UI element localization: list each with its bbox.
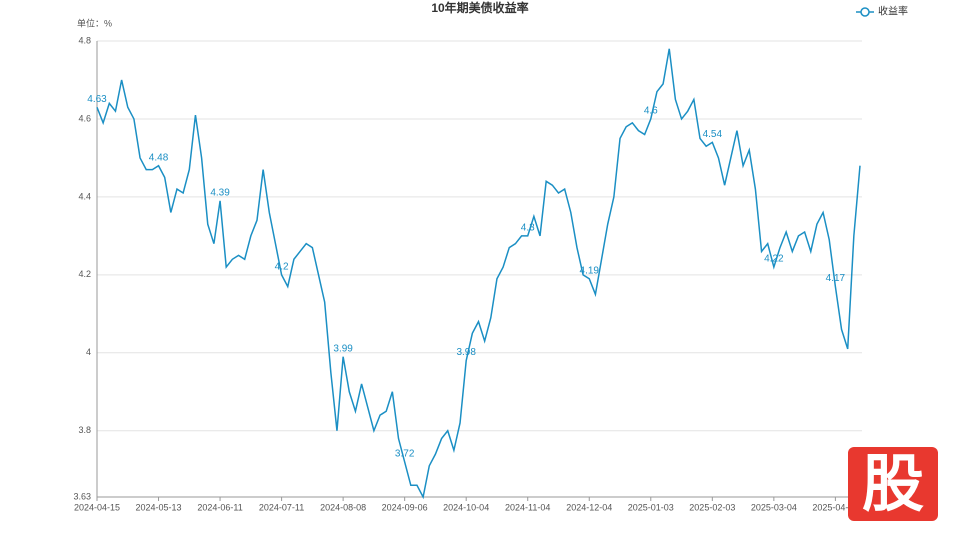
y-tick-label: 3.63 [73, 491, 91, 501]
value-label: 4.2 [275, 261, 289, 272]
x-tick-label: 2024-11-04 [505, 502, 550, 512]
chart-title: 10年期美债收益率 [431, 0, 528, 15]
value-label: 4.22 [764, 254, 784, 265]
x-tick-label: 2025-01-03 [628, 502, 674, 512]
x-tick-label: 2025-03-04 [751, 502, 797, 512]
y-tick-label: 3.8 [78, 425, 91, 435]
value-label: 3.98 [456, 347, 476, 358]
x-tick-label: 2024-08-08 [320, 502, 366, 512]
x-tick-label: 2024-05-13 [136, 502, 182, 512]
value-label: 4.48 [149, 152, 169, 163]
x-tick-label: 2024-06-11 [197, 502, 242, 512]
x-tick-label: 2024-07-11 [259, 502, 304, 512]
legend-marker [860, 7, 870, 17]
value-label: 3.99 [333, 343, 353, 354]
y-tick-label: 4.8 [78, 35, 91, 45]
value-label: 4.39 [210, 187, 230, 198]
watermark: 股 [848, 447, 938, 521]
value-label: 4.63 [87, 94, 107, 105]
x-tick-label: 2024-04-15 [74, 502, 120, 512]
legend-label: 收益率 [878, 5, 908, 18]
y-tick-label: 4.6 [78, 113, 91, 123]
value-label: 4.3 [521, 223, 535, 234]
value-label: 4.19 [580, 265, 600, 276]
x-tick-label: 2024-09-06 [382, 502, 428, 512]
value-label: 3.72 [395, 449, 415, 460]
line [96, 48, 861, 500]
x-tick-label: 2025-04-03 [812, 502, 858, 512]
value-label: 4.6 [644, 106, 658, 117]
unit-label: 单位：% [77, 17, 112, 28]
value-label: 4.54 [703, 129, 723, 140]
x-tick-label: 2024-10-04 [443, 502, 489, 512]
y-tick-label: 4 [86, 347, 91, 357]
y-tick-label: 4.2 [78, 269, 91, 279]
x-tick-label: 2024-12-04 [566, 502, 612, 512]
y-tick-label: 4.4 [78, 191, 91, 201]
value-label: 4.17 [826, 273, 846, 284]
x-tick-label: 2025-02-03 [689, 502, 735, 512]
